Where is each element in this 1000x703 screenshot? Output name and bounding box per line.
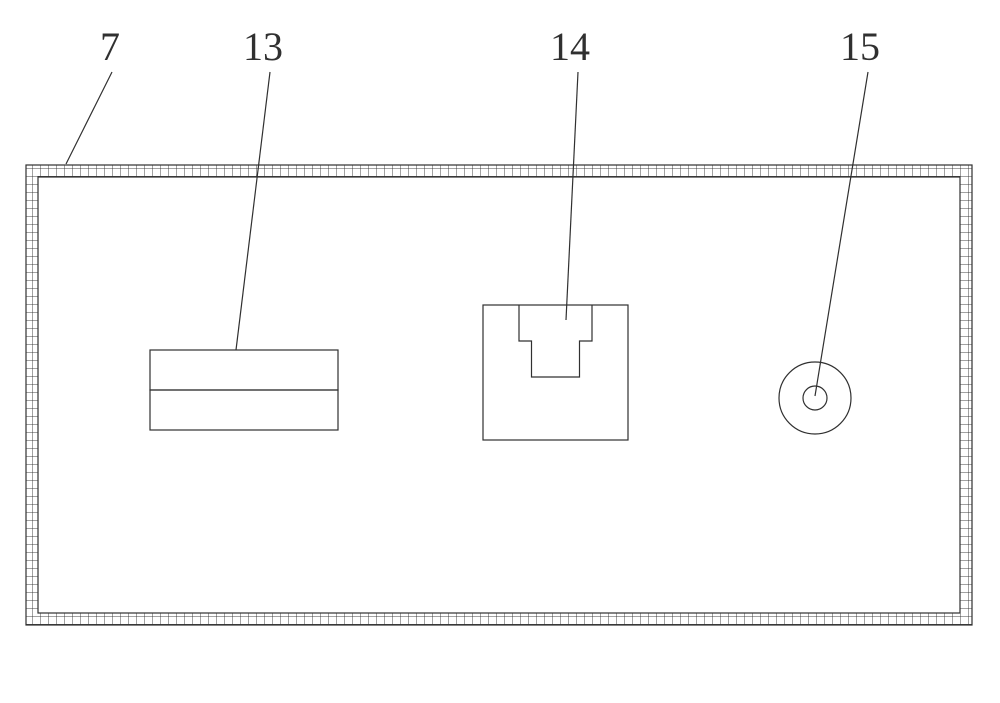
leader-line-15 (815, 72, 868, 396)
panel (26, 165, 972, 625)
connector-ring-outer (779, 362, 851, 434)
connector-ring-icon (779, 362, 851, 434)
panel-inner-border (38, 177, 960, 613)
callouts: 7 13 14 15 (66, 24, 880, 396)
diagram-canvas: 7 13 14 15 (0, 0, 1000, 703)
callout-label-14: 14 (550, 24, 590, 69)
double-slot-row (150, 350, 338, 390)
double-slot-row (150, 390, 338, 430)
callout-label-7: 7 (100, 24, 120, 69)
ethernet-port-icon (483, 305, 628, 440)
callout-label-15: 15 (840, 24, 880, 69)
callout-label-13: 13 (243, 24, 283, 69)
leader-line-7 (66, 72, 112, 164)
leader-line-14 (566, 72, 578, 320)
panel-outer-border (26, 165, 972, 625)
leader-line-13 (236, 72, 270, 350)
panel-hatch (26, 165, 972, 625)
ethernet-port-keying (519, 305, 592, 377)
connector-ring-inner (803, 386, 827, 410)
double-slot-icon (150, 350, 338, 430)
